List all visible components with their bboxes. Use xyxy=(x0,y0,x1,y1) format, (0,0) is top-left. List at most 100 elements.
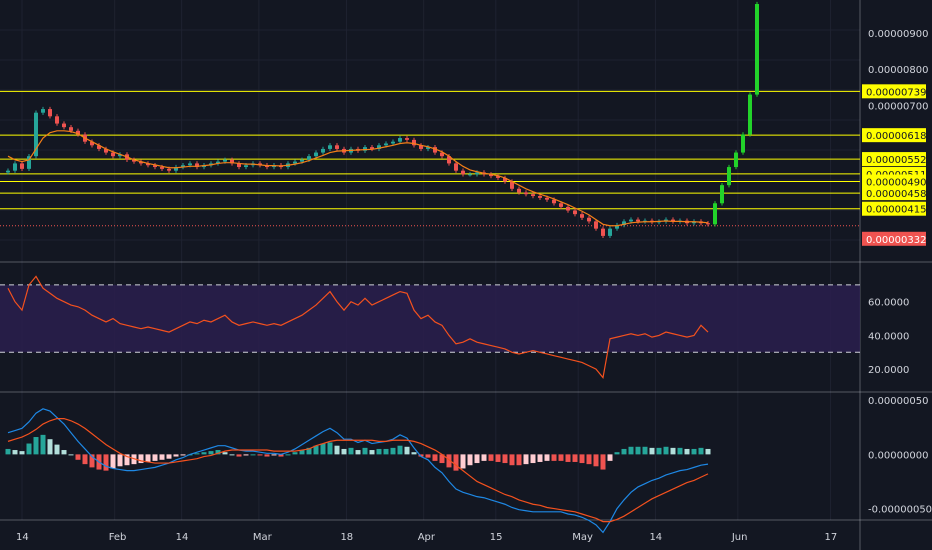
macd-histogram-bar xyxy=(565,454,571,462)
macd-histogram xyxy=(5,434,711,471)
macd-histogram-bar xyxy=(334,445,340,455)
macd-histogram-bar xyxy=(243,454,249,456)
candle-body xyxy=(335,145,339,149)
candle-body xyxy=(475,172,479,175)
macd-histogram-bar xyxy=(236,454,242,457)
candle-body xyxy=(90,141,94,146)
macd-histogram-bar xyxy=(474,454,480,464)
macd-histogram-bar xyxy=(572,454,578,462)
level-tag xyxy=(862,201,926,216)
candle-body xyxy=(601,228,605,236)
macd-histogram-bar xyxy=(299,450,305,455)
macd-histogram-bar xyxy=(663,446,669,455)
candle-body xyxy=(461,170,465,175)
candle-body xyxy=(741,134,745,153)
candle-body xyxy=(244,165,248,168)
macd-histogram-bar xyxy=(411,452,417,455)
candle-body xyxy=(517,188,521,193)
candle-body xyxy=(608,228,612,236)
macd-histogram-bar xyxy=(327,442,333,455)
macd-histogram-bar xyxy=(138,454,144,464)
candle-body xyxy=(524,192,528,195)
macd-histogram-bar xyxy=(82,454,88,465)
macd-histogram-bar xyxy=(152,454,158,461)
macd-histogram-bar xyxy=(264,454,270,457)
macd-histogram-bar xyxy=(502,454,508,464)
candle-body xyxy=(489,174,493,177)
macd-histogram-bar xyxy=(453,454,459,471)
candle-body xyxy=(671,219,675,222)
macd-histogram-bar xyxy=(390,447,396,455)
macd-histogram-bar xyxy=(313,445,319,455)
candle-body xyxy=(531,194,535,197)
macd-histogram-bar xyxy=(621,448,627,455)
current-price-tag xyxy=(862,231,926,246)
macd-histogram-bar xyxy=(656,447,662,455)
candle-body xyxy=(27,156,31,169)
candle-body xyxy=(118,154,122,157)
macd-histogram-bar xyxy=(460,454,466,469)
macd-histogram-bar xyxy=(215,450,221,455)
date-tick-label: 14 xyxy=(649,532,662,543)
candle-body xyxy=(153,165,157,168)
candle-body xyxy=(412,139,416,146)
macd-histogram-bar xyxy=(19,451,25,455)
candle-body xyxy=(419,145,423,149)
level-tag xyxy=(862,128,926,143)
rsi-tick-label: 20.0000 xyxy=(868,365,909,376)
candle-body xyxy=(160,167,164,169)
macd-histogram-bar xyxy=(194,453,200,455)
macd-histogram-bar xyxy=(292,452,298,455)
macd-histogram-bar xyxy=(446,454,452,468)
date-tick-label: 17 xyxy=(825,532,838,543)
macd-histogram-bar xyxy=(698,447,704,455)
candle-body xyxy=(69,127,73,131)
candle-body xyxy=(97,145,101,149)
level-tag xyxy=(862,152,926,167)
candle-body xyxy=(755,4,759,95)
macd-histogram-bar xyxy=(54,444,60,455)
macd-histogram-bar xyxy=(159,454,165,460)
macd-histogram-bar xyxy=(376,448,382,455)
macd-tick-label: 0.00000000 xyxy=(868,450,928,461)
level-tag-label: 0.00000618 xyxy=(866,131,926,142)
macd-histogram-bar xyxy=(12,450,18,455)
candle-body xyxy=(433,147,437,153)
candle-body xyxy=(447,156,451,164)
candle-body xyxy=(41,109,45,113)
candle-body xyxy=(328,145,332,149)
level-tag xyxy=(862,186,926,201)
candle-body xyxy=(139,161,143,164)
date-tick-label: Mar xyxy=(253,532,273,543)
candle-body xyxy=(615,225,619,229)
date-tick-label: Jun xyxy=(731,532,748,543)
candle-body xyxy=(230,159,234,164)
macd-histogram-bar xyxy=(635,446,641,455)
macd-histogram-bar xyxy=(684,448,690,455)
macd-histogram-bar xyxy=(341,448,347,455)
macd-histogram-bar xyxy=(530,454,536,464)
macd-histogram-bar xyxy=(68,454,74,456)
rsi-tick-label: 40.0000 xyxy=(868,331,909,342)
candle-body xyxy=(405,138,409,140)
macd-histogram-bar xyxy=(537,454,543,462)
macd-histogram-bar xyxy=(124,454,130,466)
candle-body xyxy=(552,199,556,204)
candle-body xyxy=(622,221,626,226)
level-tag-label: 0.00000739 xyxy=(866,87,926,98)
date-tick-label: 18 xyxy=(340,532,353,543)
level-tag-label: 0.00000490 xyxy=(866,178,926,189)
macd-histogram-bar xyxy=(5,448,11,455)
candle-body xyxy=(468,174,472,176)
macd-histogram-bar xyxy=(397,445,403,455)
candle-body xyxy=(167,168,171,171)
macd-histogram-bar xyxy=(586,454,592,465)
candle-body xyxy=(62,123,66,128)
macd-histogram-bar xyxy=(362,447,368,455)
candle-body xyxy=(34,112,38,157)
macd-histogram-bar xyxy=(166,454,172,459)
candle-body xyxy=(181,165,185,168)
macd-histogram-bar xyxy=(250,454,256,456)
